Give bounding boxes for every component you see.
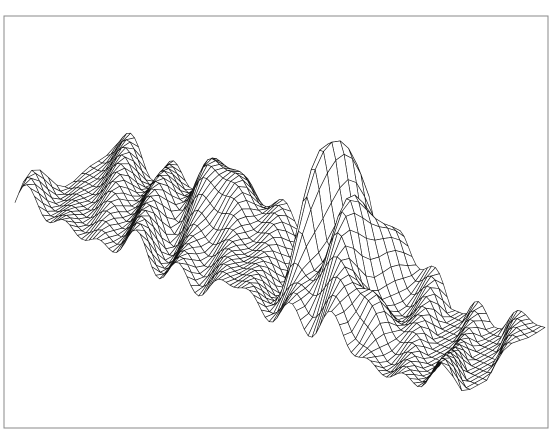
screenshot [0, 0, 552, 432]
page: (() => { const data = JSON.parse(documen… [0, 0, 552, 432]
